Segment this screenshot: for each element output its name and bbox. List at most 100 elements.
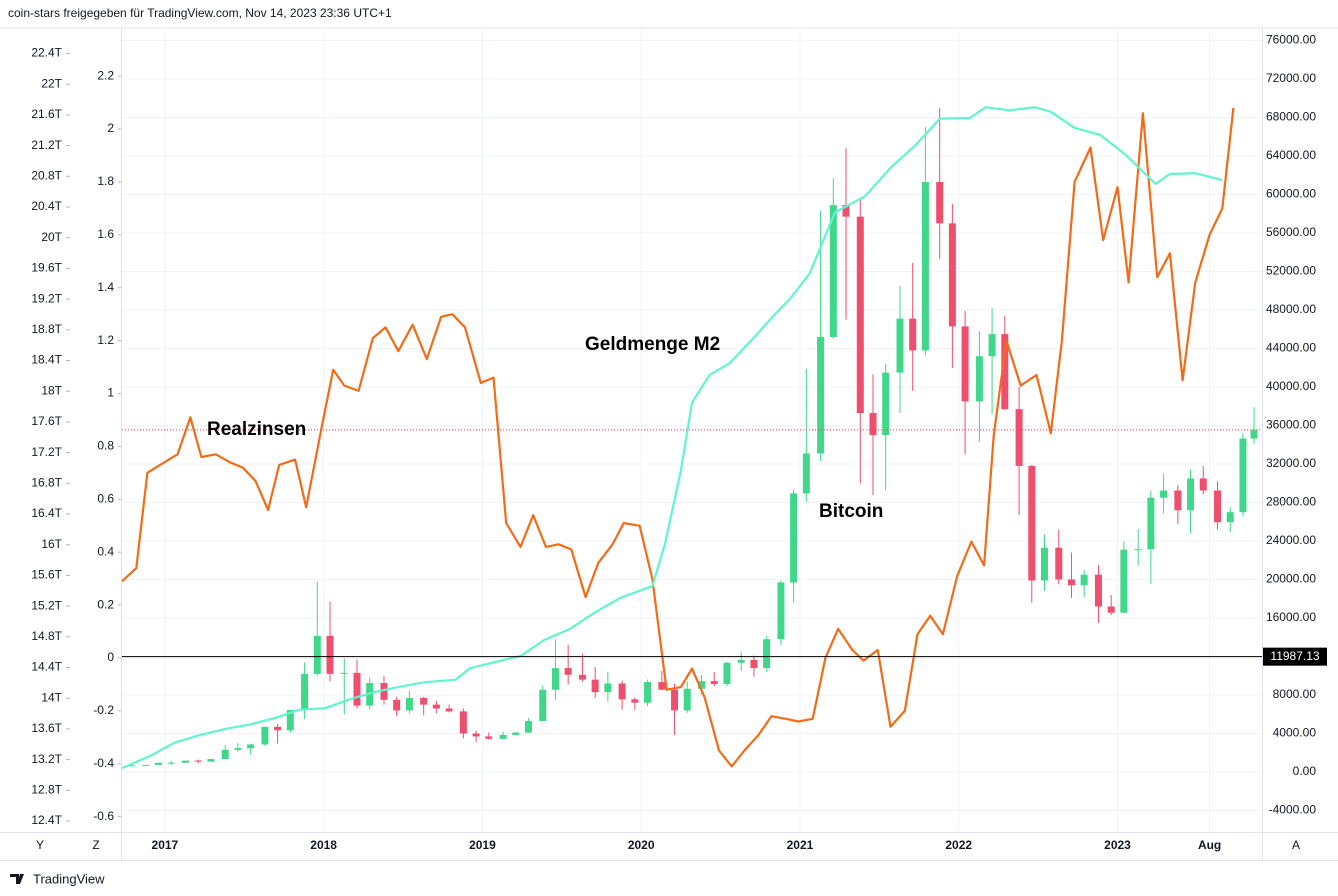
candle-body (353, 672, 361, 706)
y3-tick-label: 21.6T (31, 107, 62, 121)
candle-body (1028, 465, 1036, 581)
candle-body (1147, 497, 1155, 550)
candle-body (380, 683, 388, 700)
y-tick-label: 24000.00 (1266, 533, 1316, 547)
candle-body (1250, 429, 1258, 439)
logo (10, 874, 24, 884)
series-annotation: Bitcoin (819, 501, 883, 522)
y-tick-label: 0.00 (1293, 764, 1317, 778)
y3-tick-label: 20.4T (31, 199, 62, 213)
y-tick-label: 60000.00 (1266, 187, 1316, 201)
y-tick-label: 36000.00 (1266, 418, 1316, 432)
control-button[interactable] (29, 836, 51, 856)
y3-tick-label: 14.4T (31, 660, 62, 674)
candle-body (1055, 547, 1063, 580)
y3-tick-label: 12.4T (31, 813, 62, 827)
y3-tick-label: 19.6T (31, 261, 62, 275)
y2-tick-label: 0.4 (97, 544, 114, 558)
candle-body (961, 326, 969, 402)
candle-body (829, 205, 837, 337)
candle-body (1067, 579, 1075, 586)
y3-tick-label: 17.2T (31, 445, 62, 459)
y3-tick-label: 15.2T (31, 598, 62, 612)
y3-tick-label: 20.8T (31, 168, 62, 182)
candle-body (988, 334, 996, 357)
candle-body (869, 413, 877, 436)
candle-body (604, 683, 612, 693)
header-text: coin-stars freigegeben für TradingView.c… (8, 6, 392, 20)
candle-body (261, 726, 269, 745)
candle-body (1187, 478, 1195, 511)
candle-body (1239, 438, 1247, 513)
candle-body (167, 762, 175, 764)
candle-body (432, 704, 440, 709)
y3-tick-label: 19.2T (31, 291, 62, 305)
candle-body (551, 668, 559, 690)
y2-tick-label: 1.6 (97, 227, 114, 241)
candle-body (856, 216, 864, 414)
y3-tick-label: 15.6T (31, 568, 62, 582)
y3-tick-label: 18.8T (31, 322, 62, 336)
y2-tick-label: -0.4 (93, 756, 114, 770)
control-button[interactable] (1285, 836, 1307, 856)
x-tick-label: Aug (1198, 838, 1221, 852)
candle-body (142, 764, 150, 766)
y-tick-label: 56000.00 (1266, 225, 1316, 239)
series-line (121, 106, 1223, 770)
price-label-box (1263, 647, 1327, 666)
candle-body (671, 689, 679, 711)
control-label[interactable]: Z (92, 838, 99, 852)
y3-tick-label: 16.8T (31, 475, 62, 489)
y2-tick-label: 1.8 (97, 174, 114, 188)
candle-body (723, 662, 731, 684)
candle-body (1001, 334, 1009, 410)
candle-body (698, 681, 706, 689)
candle-body (539, 689, 547, 722)
candle-body (313, 635, 321, 674)
candle-body (274, 726, 282, 731)
footer-brand: TradingView (33, 871, 105, 886)
y2-tick-label: -0.2 (93, 703, 114, 717)
candle-body (182, 760, 190, 763)
candle-body (921, 182, 929, 351)
y2-tick-label: 1.4 (97, 280, 114, 294)
candle-body (936, 182, 944, 224)
y3-tick-label: 17.6T (31, 414, 62, 428)
y2-tick-label: 0.6 (97, 491, 114, 505)
x-tick-label: 2022 (945, 838, 972, 852)
candle-body (710, 681, 718, 684)
y3-tick-label: 21.2T (31, 138, 62, 152)
y-tick-label: 16000.00 (1266, 610, 1316, 624)
x-tick-label: 2019 (469, 838, 496, 852)
y-tick-label: 4000.00 (1273, 726, 1317, 740)
series-line (121, 107, 1235, 768)
candle-body (644, 682, 652, 703)
x-tick-label: 2023 (1104, 838, 1131, 852)
candle-body (207, 759, 215, 762)
candle-body (472, 733, 480, 737)
candle-body (975, 356, 983, 402)
y3-tick-label: 13.2T (31, 752, 62, 766)
candle-body (882, 372, 890, 436)
y3-tick-label: 14T (41, 690, 62, 704)
candle-body (790, 493, 798, 583)
y-tick-label: 76000.00 (1266, 33, 1316, 47)
candle-body (737, 659, 745, 663)
y2-tick-label: 0.2 (97, 597, 114, 611)
y2-tick-label: 2.2 (97, 68, 114, 82)
y-tick-label: 32000.00 (1266, 456, 1316, 470)
candle-body (234, 748, 242, 750)
y3-tick-label: 16T (41, 537, 62, 551)
series-annotation: Geldmenge M2 (585, 334, 720, 355)
candle-body (420, 697, 428, 705)
control-label[interactable]: A (1292, 838, 1300, 852)
candle-body (393, 699, 401, 711)
candle-body (485, 736, 493, 739)
control-button[interactable] (85, 836, 107, 856)
control-label[interactable]: Y (36, 838, 44, 852)
candle-body (1160, 490, 1168, 498)
candle-body (618, 683, 626, 700)
y3-tick-label: 20T (41, 230, 62, 244)
y-tick-label: 44000.00 (1266, 341, 1316, 355)
